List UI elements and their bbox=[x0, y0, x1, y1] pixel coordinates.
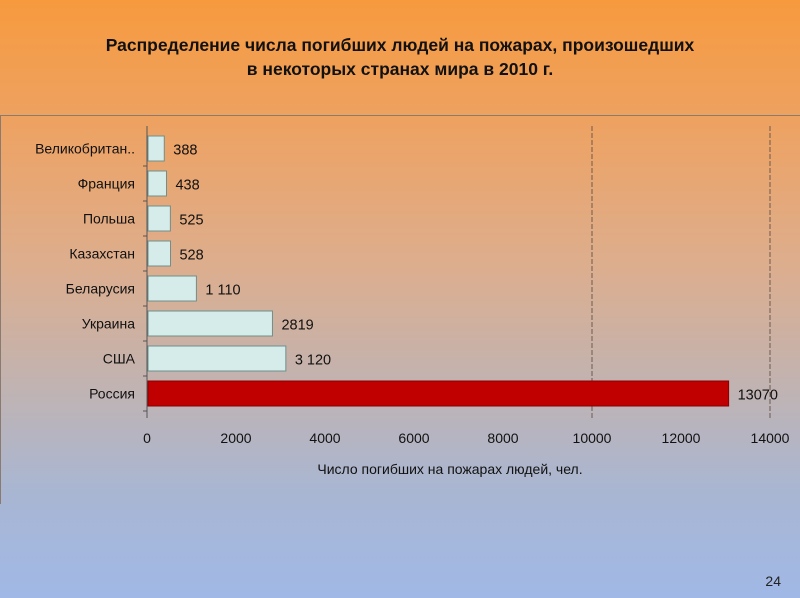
x-axis-title: Число погибших на пожарах людей, чел. bbox=[317, 461, 582, 477]
x-tick-label: 2000 bbox=[220, 430, 251, 446]
category-label: Украина bbox=[82, 316, 136, 332]
slide-number: 24 bbox=[765, 573, 781, 589]
bar bbox=[147, 380, 730, 407]
bar bbox=[147, 240, 171, 267]
category-label: Польша bbox=[83, 211, 135, 227]
data-label: 13070 bbox=[738, 388, 778, 404]
x-tick-label: 4000 bbox=[309, 430, 340, 446]
bar bbox=[147, 135, 165, 162]
category-label: Казахстан bbox=[69, 246, 135, 262]
bar bbox=[147, 205, 171, 232]
x-tick-label: 14000 bbox=[751, 430, 790, 446]
category-label: Россия bbox=[89, 386, 135, 402]
data-label: 3 120 bbox=[295, 353, 331, 369]
data-label: 1 110 bbox=[205, 283, 240, 299]
data-label: 525 bbox=[179, 213, 203, 229]
category-label: Великобритан.. bbox=[35, 141, 135, 157]
slide-title: Распределение числа погибших людей на по… bbox=[0, 33, 800, 81]
chart-frame: Великобритан.. 388 Франция 438 Польша 525 Каза… bbox=[0, 115, 800, 504]
data-label: 388 bbox=[173, 143, 197, 159]
slide-title-line-2: в некоторых странах мира в 2010 г. bbox=[246, 59, 554, 79]
x-tick-label: 12000 bbox=[662, 430, 701, 446]
category-label: США bbox=[103, 351, 136, 367]
bar bbox=[147, 275, 197, 302]
category-label: Франция bbox=[78, 176, 135, 192]
bar bbox=[147, 345, 287, 372]
category-label: Беларусия bbox=[66, 281, 135, 297]
bar bbox=[147, 310, 273, 337]
x-tick-label: 10000 bbox=[573, 430, 612, 446]
data-label: 438 bbox=[175, 178, 199, 194]
x-tick-label: 6000 bbox=[398, 430, 429, 446]
data-label: 2819 bbox=[281, 318, 313, 334]
x-tick-label: 8000 bbox=[487, 430, 518, 446]
x-tick-label: 0 bbox=[143, 430, 151, 446]
slide-title-line-1: Распределение числа погибших людей на по… bbox=[105, 35, 695, 55]
bar bbox=[147, 170, 167, 197]
data-label: 528 bbox=[179, 248, 203, 264]
bar-chart: Великобритан.. 388 Франция 438 Польша 525 Каза… bbox=[35, 126, 790, 477]
